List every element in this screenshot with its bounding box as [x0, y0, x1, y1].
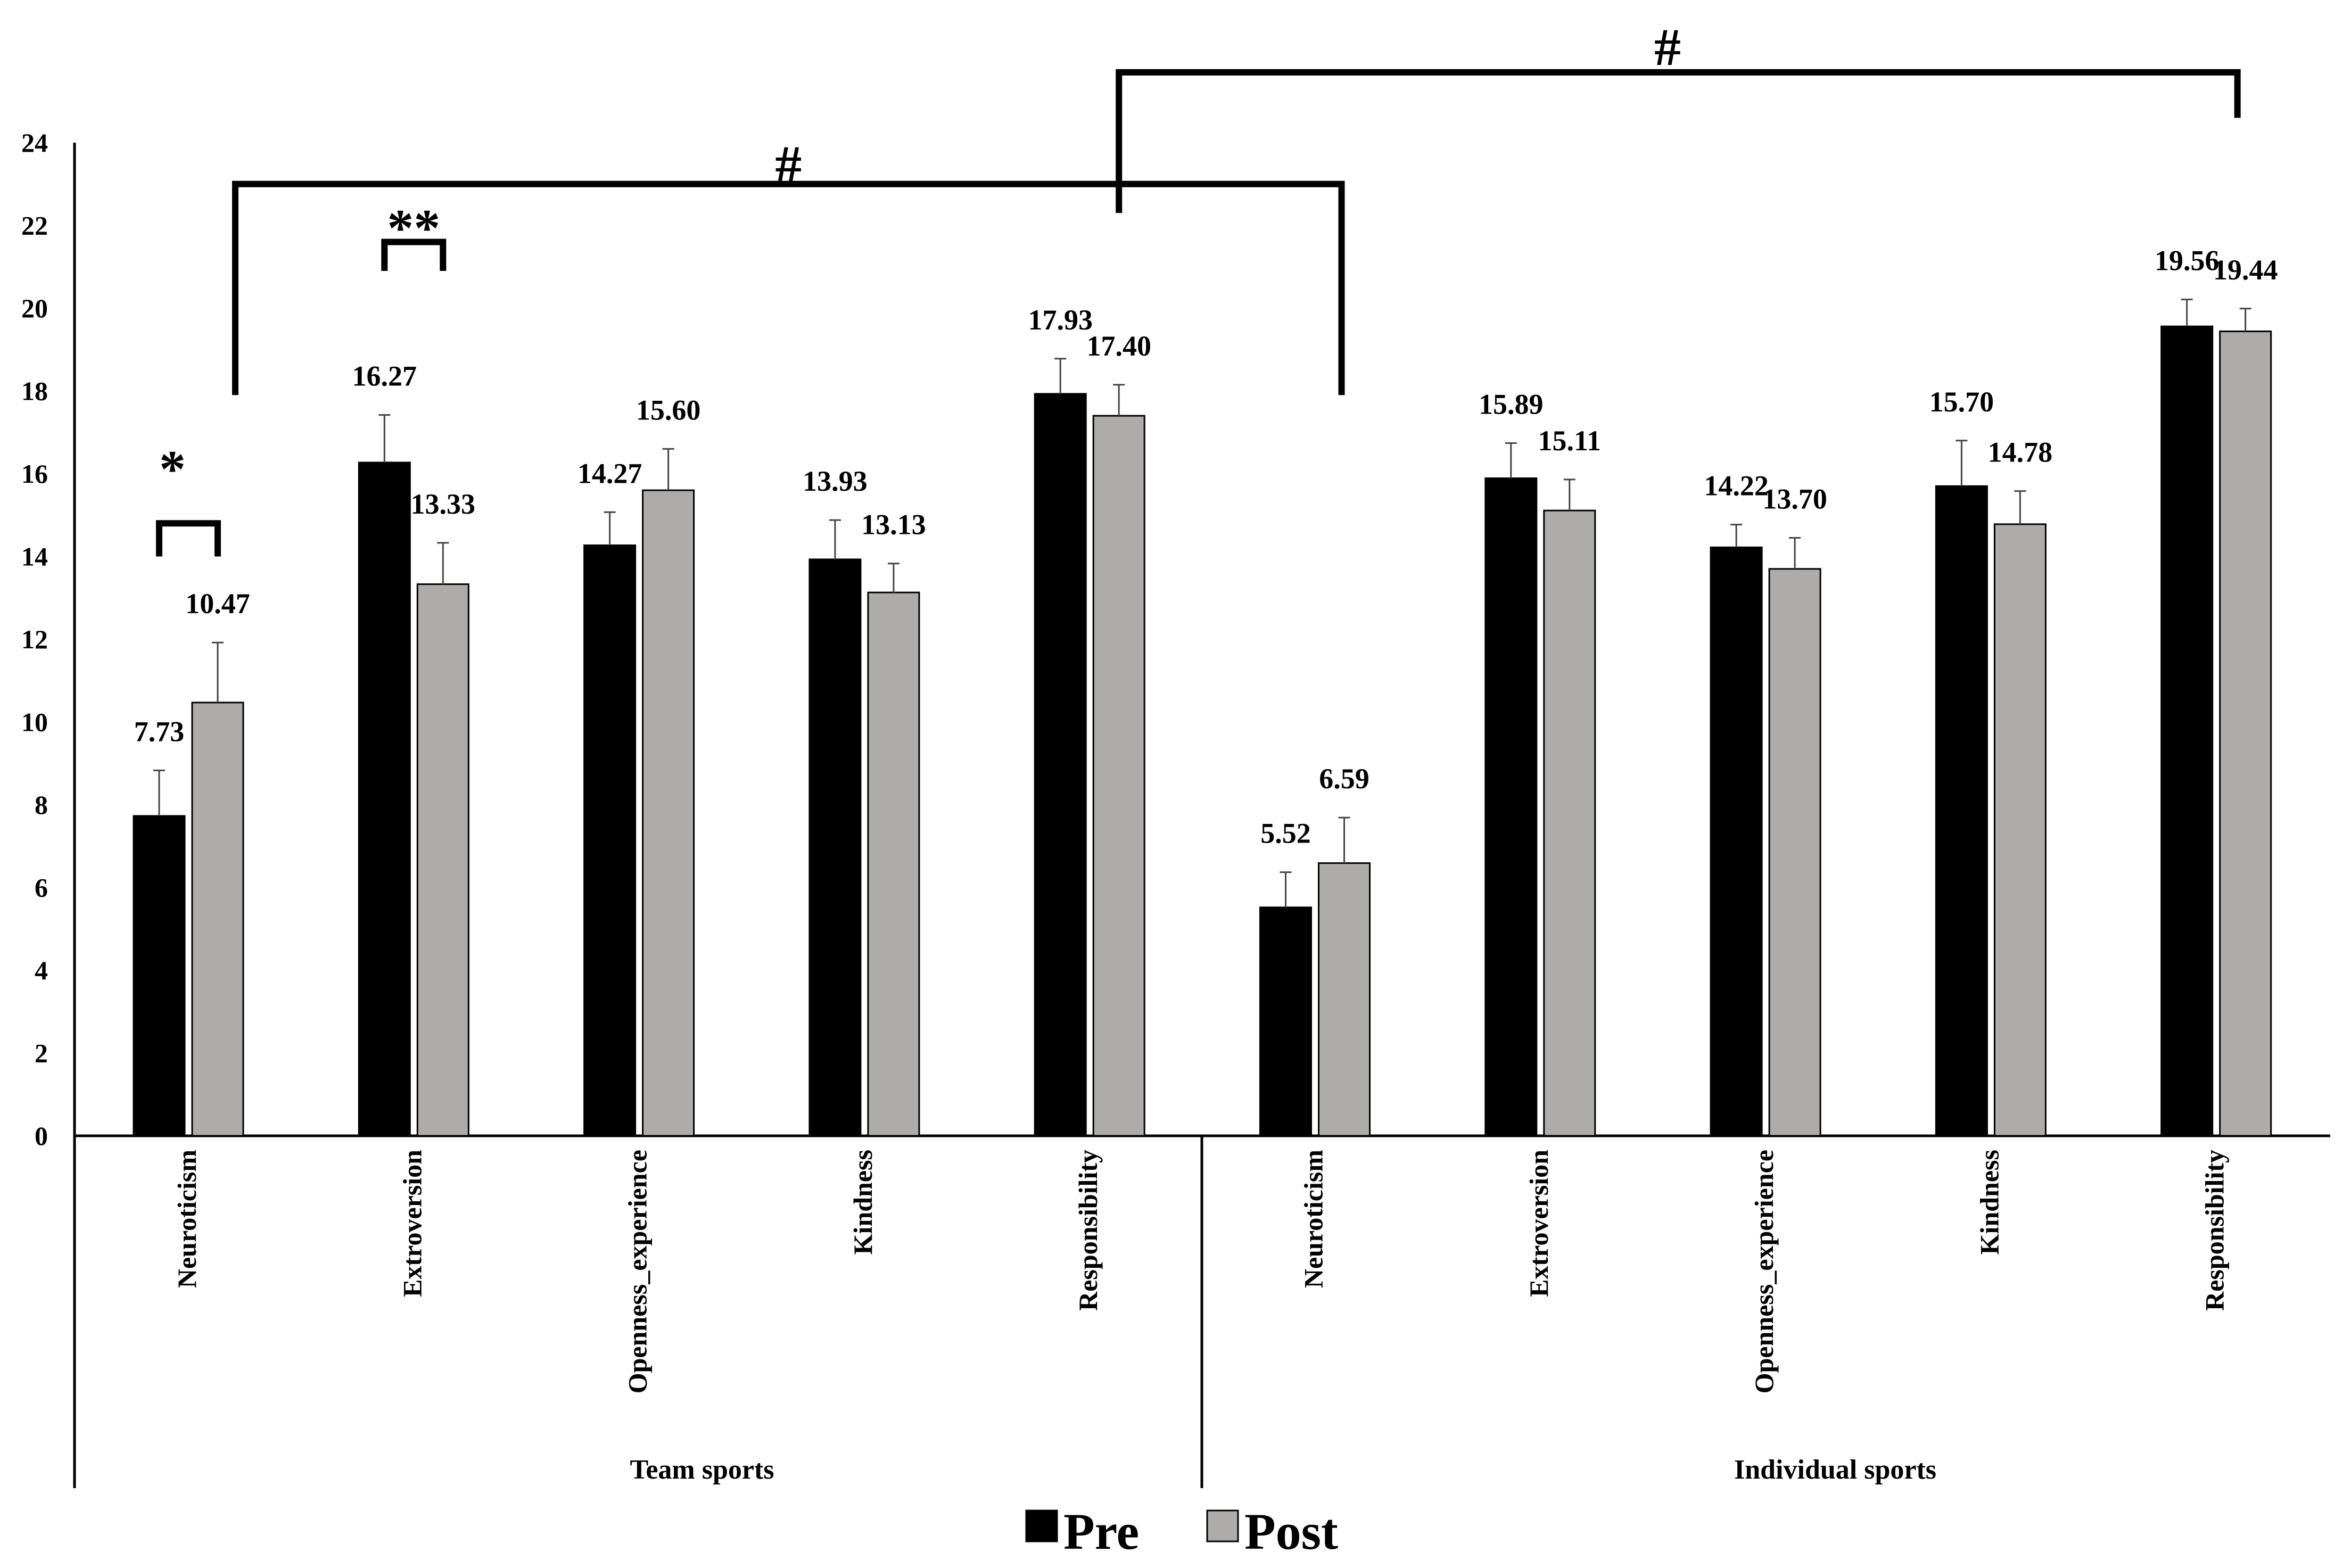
- bar-pre: [1259, 906, 1312, 1137]
- y-tick-label: 14: [21, 542, 48, 572]
- data-label-post: 15.60: [636, 394, 701, 426]
- significance-bracket: [156, 520, 221, 557]
- significance-marker: *: [159, 439, 186, 498]
- group-label: Individual sports: [1734, 1455, 1936, 1485]
- significance-annotations: ***##: [156, 18, 2241, 557]
- legend-swatch-post: [1206, 1509, 1239, 1542]
- data-label-post: 6.59: [1319, 763, 1370, 795]
- bar-pre: [1710, 546, 1763, 1137]
- category-label: Responsibility: [1073, 1150, 1103, 1311]
- y-tick-label: 2: [35, 1038, 48, 1068]
- y-tick-label: 22: [21, 211, 48, 241]
- data-label-post: 10.47: [185, 588, 250, 620]
- data-label-pre: 19.56: [2155, 245, 2220, 277]
- y-tick-label: 10: [21, 707, 48, 737]
- y-tick-label: 16: [21, 459, 48, 489]
- y-tick-label: 0: [35, 1121, 48, 1151]
- bar-post: [191, 702, 244, 1137]
- category-label: Responsibility: [2200, 1150, 2230, 1311]
- bar-post: [1092, 415, 1145, 1137]
- data-label-pre: 7.73: [134, 715, 185, 747]
- y-tick-label: 6: [35, 873, 48, 903]
- bars: [133, 299, 2272, 1137]
- data-label-pre: 13.93: [803, 465, 868, 497]
- legend-label-post: Post: [1244, 1503, 1338, 1560]
- y-tick-label: 4: [35, 955, 48, 985]
- data-label-post: 13.13: [861, 509, 926, 541]
- category-labels: Neuroticism Extroversion Openness_experien…: [172, 1150, 2230, 1393]
- bar-post: [1993, 523, 2047, 1137]
- significance-bracket: [232, 180, 1345, 395]
- category-label: Neuroticism: [1299, 1150, 1329, 1288]
- y-tick-label: 12: [21, 624, 48, 654]
- data-label-post: 14.78: [1988, 436, 2053, 468]
- category-label: Openness_experience: [1749, 1150, 1779, 1393]
- bar-post: [1318, 862, 1371, 1137]
- category-label: Kindness: [1974, 1150, 2004, 1255]
- category-label: Extroversion: [397, 1150, 427, 1297]
- data-label-pre: 16.27: [352, 360, 417, 392]
- bar-pre: [808, 558, 862, 1137]
- data-labels: 7.73 16.27 14.27 13.93 17.93 5.52 15.89 14.22 15…: [134, 245, 2278, 849]
- data-label-post: 13.70: [1762, 483, 1827, 515]
- y-tick-label: 20: [21, 293, 48, 323]
- category-label: Extroversion: [1524, 1150, 1554, 1297]
- significance-marker: #: [1654, 18, 1681, 77]
- bar-post: [867, 591, 920, 1137]
- data-label-pre: 5.52: [1260, 818, 1311, 849]
- bar-pre: [583, 544, 637, 1137]
- significance-marker: #: [775, 135, 802, 194]
- data-label-pre: 15.70: [1929, 386, 1994, 418]
- category-label: Kindness: [848, 1150, 878, 1255]
- y-tick-label: 8: [35, 790, 48, 820]
- bar-post: [416, 583, 469, 1137]
- data-label-post: 13.33: [411, 488, 476, 520]
- category-label: Openness_experience: [623, 1150, 653, 1393]
- bar-pre: [1935, 485, 1988, 1137]
- data-label-pre: 17.93: [1028, 304, 1093, 336]
- legend-label-pre: Pre: [1063, 1503, 1139, 1560]
- bar-pre: [358, 461, 411, 1137]
- bar-pre: [2160, 325, 2214, 1137]
- bar-pre: [1484, 477, 1538, 1137]
- legend: Pre Post: [1025, 1503, 1338, 1560]
- bar-pre: [133, 815, 186, 1137]
- y-tick-label: 24: [21, 128, 48, 158]
- significance-bracket: [1116, 69, 2241, 213]
- data-label-post: 15.11: [1538, 425, 1602, 457]
- data-label-post: 17.40: [1086, 330, 1151, 362]
- bar-pre: [1034, 393, 1087, 1137]
- data-label-pre: 14.27: [578, 457, 642, 489]
- group-label: Team sports: [630, 1455, 774, 1485]
- bar-post: [642, 489, 695, 1137]
- category-label: Neuroticism: [172, 1150, 202, 1288]
- data-label-post: 19.44: [2213, 254, 2278, 286]
- bar-post: [2219, 331, 2272, 1137]
- significance-bracket: [381, 238, 447, 271]
- data-label-pre: 15.89: [1479, 388, 1544, 420]
- significance-marker: **: [387, 198, 440, 257]
- y-tick-label: 18: [21, 376, 48, 406]
- bar-post: [1543, 509, 1596, 1137]
- legend-swatch-pre: [1025, 1509, 1058, 1542]
- data-label-pre: 14.22: [1704, 470, 1769, 502]
- bar-post: [1768, 568, 1821, 1137]
